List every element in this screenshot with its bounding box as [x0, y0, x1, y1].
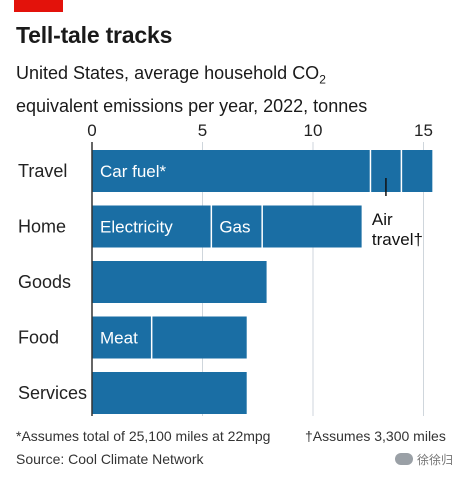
chart-title: Tell-tale tracks — [16, 22, 173, 48]
watermark-text: 徐徐归 — [417, 453, 454, 467]
category-label: Services — [18, 383, 87, 403]
bar-segment — [92, 372, 247, 414]
bar-segment — [92, 261, 267, 303]
bar-segment — [211, 205, 263, 248]
annotation-text: travel† — [372, 230, 423, 249]
brand-red-tag — [14, 0, 63, 12]
x-tick-label: 15 — [414, 121, 433, 140]
segment-label: Gas — [219, 218, 250, 237]
x-tick-label: 5 — [198, 121, 207, 140]
category-label: Goods — [18, 272, 71, 292]
segment-label: Electricity — [100, 218, 173, 237]
bar-segment — [151, 316, 247, 359]
subtitle-line1: United States, average household CO — [16, 63, 320, 83]
footnote-asterisk: *Assumes total of 25,100 miles at 22mpg — [16, 428, 271, 444]
bar-segment — [262, 205, 362, 248]
annotation-text: Air — [372, 210, 393, 229]
x-tick-label: 0 — [87, 121, 96, 140]
bar-segment — [401, 150, 433, 192]
bar-segment — [92, 150, 371, 192]
segment-label: Car fuel* — [100, 162, 167, 181]
x-tick-label: 10 — [304, 121, 323, 140]
category-label: Travel — [18, 161, 67, 181]
chat-icon — [395, 453, 413, 465]
subtitle-subscript: 2 — [319, 72, 326, 87]
subtitle-line2: equivalent emissions per year, 2022, ton… — [16, 95, 368, 116]
bar-chart: 0 5 10 15 Travel Car fuel* Home Electricity Gas G… — [18, 121, 433, 416]
bar-segment — [92, 316, 152, 359]
source-note: Source: Cool Climate Network — [16, 451, 204, 467]
bar-segment — [92, 205, 212, 248]
watermark: 徐徐归 — [395, 451, 453, 468]
chart-subtitle: United States, average household CO2 equ… — [16, 60, 456, 119]
category-label: Food — [18, 328, 59, 348]
footnote-dagger: †Assumes 3,300 miles — [305, 428, 446, 444]
category-label: Home — [18, 217, 66, 237]
segment-label: Meat — [100, 329, 138, 348]
